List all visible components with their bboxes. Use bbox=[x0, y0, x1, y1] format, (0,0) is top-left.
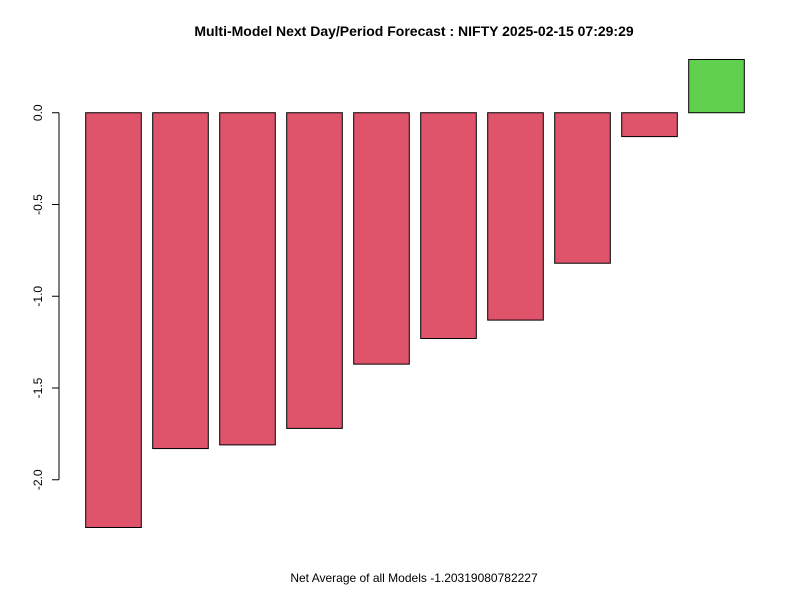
bar bbox=[286, 112, 343, 429]
bar bbox=[621, 112, 678, 138]
y-axis: 0.0 -0.5 -1.0 -1.5 -2.0 bbox=[31, 104, 60, 490]
bar bbox=[487, 112, 544, 321]
y-tick-label: -1.5 bbox=[31, 377, 45, 398]
bar bbox=[219, 112, 276, 446]
y-tick-label: -0.5 bbox=[31, 194, 45, 215]
bar bbox=[688, 59, 745, 114]
bar bbox=[353, 112, 410, 365]
x-axis-label: Net Average of all Models -1.20319080782… bbox=[290, 571, 538, 585]
chart-title: Multi-Model Next Day/Period Forecast : N… bbox=[194, 23, 634, 39]
bars-group bbox=[85, 59, 745, 528]
bar bbox=[85, 112, 142, 528]
bar bbox=[420, 112, 477, 339]
bar bbox=[554, 112, 611, 264]
y-tick-label: -1.0 bbox=[31, 286, 45, 307]
bar bbox=[152, 112, 209, 450]
y-tick-label: 0.0 bbox=[31, 104, 45, 121]
y-tick-label: -2.0 bbox=[31, 469, 45, 490]
